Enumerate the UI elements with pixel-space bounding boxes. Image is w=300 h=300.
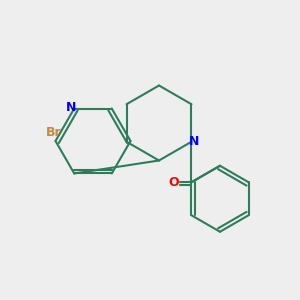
- Text: O: O: [168, 176, 179, 189]
- Text: N: N: [65, 100, 76, 113]
- Text: N: N: [189, 135, 200, 148]
- Text: Br: Br: [46, 125, 62, 139]
